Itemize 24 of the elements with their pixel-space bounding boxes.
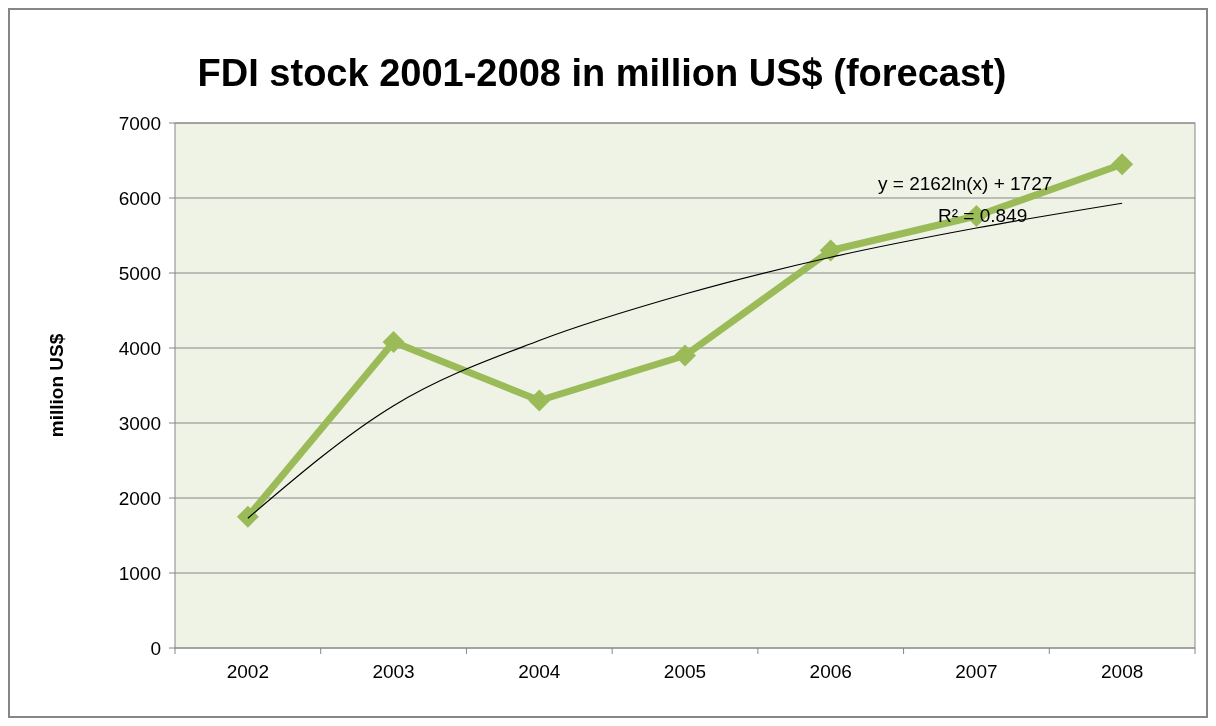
- point: [528, 389, 551, 412]
- y-tick-label: 1000: [118, 562, 161, 584]
- y-tick-label: 3000: [118, 412, 161, 434]
- point: [1111, 153, 1134, 176]
- y-tick-label: 5000: [118, 262, 161, 284]
- y-axis-title: million US$: [46, 333, 67, 438]
- point: [382, 331, 405, 353]
- y-tick-label: 2000: [118, 487, 161, 509]
- chart-title: FDI stock 2001-2008 in million US$ (forecast): [197, 52, 1007, 94]
- point: [819, 239, 842, 262]
- y-tick-label: 7000: [118, 112, 161, 134]
- x-tick-label: 2004: [518, 661, 561, 682]
- x-tick-label: 2007: [955, 661, 998, 682]
- x-tick-label: 2006: [809, 661, 852, 682]
- point: [236, 505, 259, 528]
- x-tick-label: 2002: [226, 661, 269, 682]
- x-tick-label: 2003: [372, 661, 415, 682]
- y-tick-label: 4000: [118, 337, 161, 359]
- x-tick-label: 2005: [663, 661, 707, 682]
- point: [674, 344, 696, 367]
- y-tick-label: 0: [150, 637, 161, 659]
- x-tick-label: 2008: [1101, 661, 1144, 682]
- y-tick-label: 6000: [118, 187, 161, 209]
- annotation: y = 2162ln(x) + 1727: [878, 173, 1053, 194]
